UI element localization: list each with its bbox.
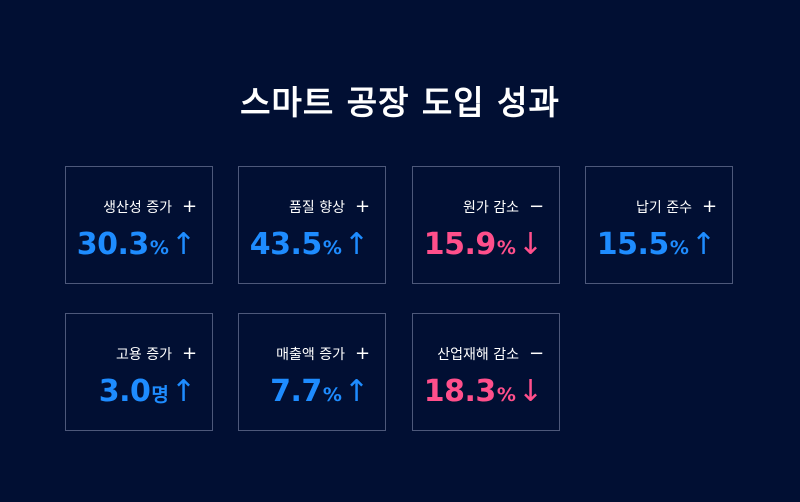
metric-value-row: 7.7 % ↑ [270,374,369,409]
metric-unit: % [149,237,169,259]
metric-unit: % [496,384,516,406]
metric-unit: % [669,237,689,259]
metric-label: 원가 감소 [463,200,519,216]
arrow-up-icon: ↑ [170,227,196,262]
metric-value-row: 15.9 % ↓ [424,227,543,262]
metric-value: 18.3 [423,374,497,409]
arrow-up-icon: ↑ [343,374,369,409]
metric-value: 15.5 [596,227,670,262]
metric-unit: % [322,237,342,259]
page-title: 스마트 공장 도입 성과 [240,83,560,122]
metric-label: 고용 증가 [116,347,172,363]
arrow-down-icon: ↓ [517,227,543,262]
metric-card-delivery: 납기 준수 + 15.5 % ↑ [585,166,733,284]
arrow-up-icon: ↑ [690,227,716,262]
metric-value-row: 30.3 % ↑ [77,227,196,262]
metric-label-row: 산업재해 감소 − [437,343,545,364]
metric-value: 3.0 [98,374,151,409]
metric-value: 30.3 [76,227,150,262]
metric-label: 매출액 증가 [276,347,345,363]
metric-label: 생산성 증가 [103,200,172,216]
plus-icon: + [702,196,718,217]
metric-label: 품질 향상 [289,200,345,216]
plus-icon: + [355,343,371,364]
plus-icon: + [355,196,371,217]
metric-value-row: 15.5 % ↑ [597,227,716,262]
metric-unit: % [496,237,516,259]
metric-unit: % [322,384,342,406]
metric-label-row: 고용 증가 + [116,343,198,364]
metric-value: 43.5 [249,227,323,262]
plus-icon: + [182,343,198,364]
arrow-up-icon: ↑ [170,374,196,409]
metric-card-sales: 매출액 증가 + 7.7 % ↑ [238,313,386,431]
metric-value: 7.7 [270,374,322,409]
metric-card-accidents: 산업재해 감소 − 18.3 % ↓ [412,313,560,431]
metric-label: 산업재해 감소 [437,347,519,363]
metric-label-row: 품질 향상 + [289,196,371,217]
metric-card-productivity: 생산성 증가 + 30.3 % ↑ [65,166,213,284]
arrow-up-icon: ↑ [343,227,369,262]
arrow-down-icon: ↓ [517,374,543,409]
metric-label-row: 매출액 증가 + [276,343,371,364]
metric-value-row: 43.5 % ↑ [250,227,369,262]
metric-card-cost: 원가 감소 − 15.9 % ↓ [412,166,560,284]
metric-label-row: 생산성 증가 + [103,196,198,217]
metric-value-row: 3.0 명 ↑ [99,374,196,409]
minus-icon: − [529,196,545,217]
metric-value: 15.9 [423,227,497,262]
plus-icon: + [182,196,198,217]
metric-label-row: 원가 감소 − [463,196,545,217]
metric-card-quality: 품질 향상 + 43.5 % ↑ [238,166,386,284]
metric-unit: 명 [151,384,169,406]
metric-card-employment: 고용 증가 + 3.0 명 ↑ [65,313,213,431]
metric-label: 납기 준수 [636,200,692,216]
metric-label-row: 납기 준수 + [636,196,718,217]
metric-value-row: 18.3 % ↓ [424,374,543,409]
minus-icon: − [529,343,545,364]
